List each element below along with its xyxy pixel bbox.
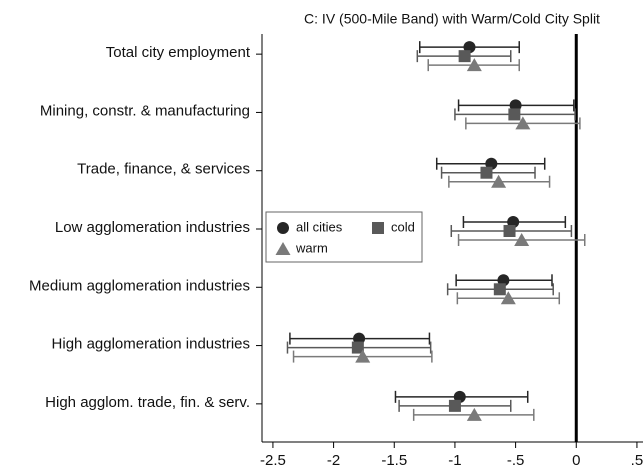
point — [493, 283, 506, 296]
point — [503, 225, 516, 237]
legend-box — [265, 211, 423, 263]
point — [355, 349, 371, 363]
legend-label: all cities — [296, 219, 343, 234]
x-tick-label: -2.5 — [260, 452, 286, 469]
y-tick-label: Low agglomeration industries — [55, 219, 250, 236]
legend-marker — [277, 222, 289, 234]
y-tick-label: Medium agglomeration industries — [29, 277, 250, 294]
y-tick-label: Trade, finance, & services — [77, 161, 250, 178]
point — [500, 291, 516, 305]
point — [466, 407, 482, 421]
point — [508, 108, 521, 121]
point — [514, 233, 530, 246]
point — [448, 399, 461, 412]
x-tick-label: -1 — [448, 452, 461, 469]
point — [515, 116, 531, 130]
point — [466, 58, 482, 72]
y-tick-label: Total city employment — [106, 44, 251, 61]
legend-label: cold — [391, 219, 415, 234]
y-tick-label: High agglom. trade, fin. & serv. — [45, 394, 250, 411]
legend-label: warm — [295, 240, 328, 255]
x-tick-label: .5 — [631, 452, 643, 469]
point — [351, 341, 364, 354]
x-tick-label: 0 — [572, 452, 580, 469]
y-tick-label: Mining, constr. & manufacturing — [40, 102, 250, 119]
point — [458, 50, 471, 63]
point — [491, 174, 507, 188]
legend-marker — [372, 222, 384, 234]
x-tick-label: -1.5 — [381, 452, 407, 469]
chart-title: C: IV (500-Mile Band) with Warm/Cold Cit… — [304, 11, 600, 27]
x-tick-label: -2 — [327, 452, 340, 469]
x-tick-label: -.5 — [507, 452, 525, 469]
point — [480, 166, 493, 179]
legend-marker — [275, 242, 291, 255]
y-tick-label: High agglomeration industries — [52, 336, 250, 353]
